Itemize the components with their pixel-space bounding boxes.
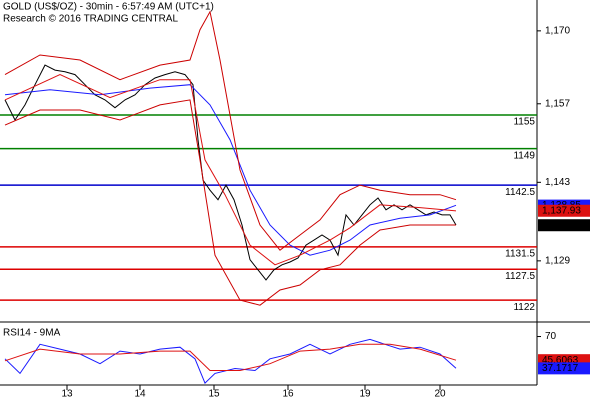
series-line <box>4 74 457 266</box>
price-tag-label: 1,137.93 <box>542 205 581 216</box>
series-line <box>4 99 456 306</box>
level-label: 1131.5 <box>505 248 535 259</box>
series-line <box>4 64 457 281</box>
price-tag-label: 45.6063 <box>542 355 579 366</box>
x-tick-label: 20 <box>434 389 446 400</box>
rsi-title: RSI14 - 9MA <box>3 328 61 339</box>
x-tick-label: 15 <box>208 389 220 400</box>
level-label: 1122 <box>513 302 535 313</box>
level-label: 1155 <box>513 117 535 128</box>
y-tick-label: 1,143 <box>545 177 570 188</box>
x-tick-label: 19 <box>359 389 371 400</box>
price-tag <box>538 204 590 217</box>
price-tag <box>538 219 590 232</box>
x-tick-label: 14 <box>134 389 146 400</box>
price-tag <box>538 362 590 375</box>
price-tag-label: 37.1717 <box>542 363 579 374</box>
level-label: 1142.5 <box>505 187 535 198</box>
series-line <box>4 343 457 371</box>
y-tick-label: 1,157 <box>545 98 570 109</box>
y-tick-label: 1,129 <box>545 255 570 266</box>
x-tick-label: 13 <box>61 389 73 400</box>
level-label: 1149 <box>513 150 535 161</box>
y-tick-label: 1,170 <box>545 25 570 36</box>
series-line <box>4 84 457 256</box>
y-tick-label: 70 <box>545 331 557 342</box>
chart-title: GOLD (US$/OZ) - 30min - 6:57:49 AM (UTC+… <box>3 2 214 13</box>
chart-subtitle: Research © 2016 TRADING CENTRAL <box>3 14 178 25</box>
level-label: 1127.5 <box>505 271 535 282</box>
series-line <box>4 10 457 251</box>
price-tag-label: 1,135.35 <box>542 220 581 231</box>
x-tick-label: 16 <box>282 389 294 400</box>
